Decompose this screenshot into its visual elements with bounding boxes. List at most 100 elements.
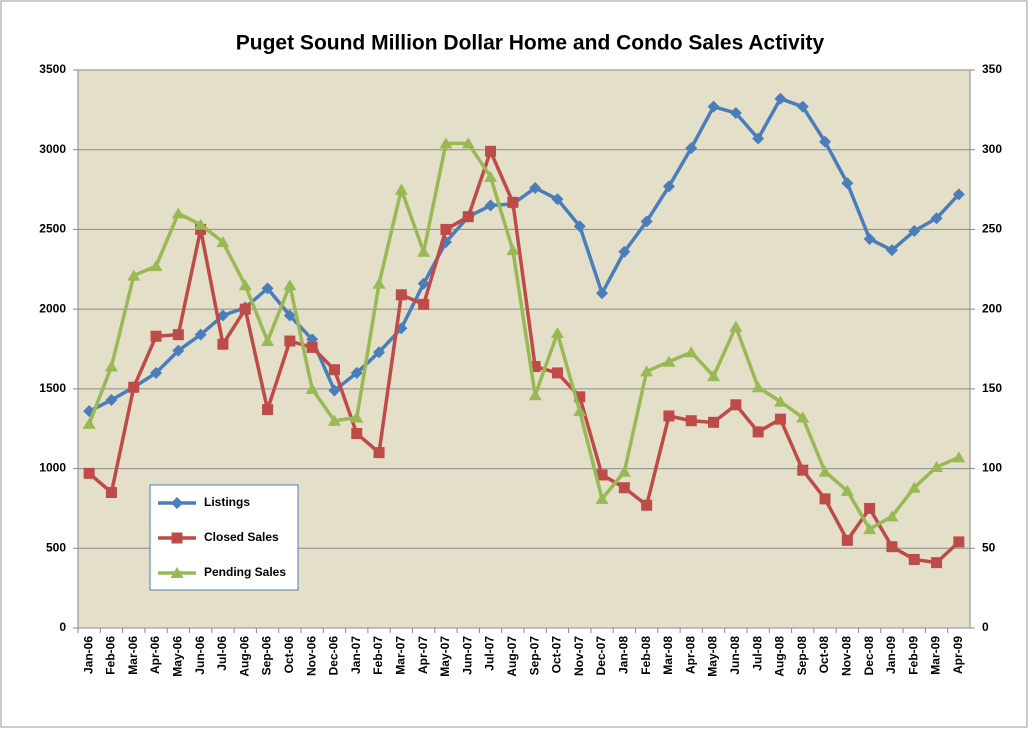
marker xyxy=(551,367,563,379)
marker xyxy=(930,212,943,225)
marker xyxy=(418,298,430,310)
y-tick-label: 1500 xyxy=(39,381,66,395)
marker xyxy=(350,411,364,423)
x-tick-label: Oct-07 xyxy=(550,636,564,674)
marker xyxy=(417,245,431,257)
marker xyxy=(930,460,944,472)
marker xyxy=(528,389,542,401)
marker xyxy=(931,557,943,569)
marker xyxy=(484,170,498,182)
marker xyxy=(283,309,296,322)
marker xyxy=(640,215,653,228)
x-tick-label: Feb-09 xyxy=(906,636,920,675)
marker xyxy=(261,335,275,347)
marker xyxy=(105,394,118,407)
x-tick-label: Mar-08 xyxy=(661,636,675,675)
legend-label: Pending Sales xyxy=(204,565,286,579)
marker xyxy=(707,100,720,113)
marker xyxy=(395,289,407,301)
marker xyxy=(305,382,319,394)
marker xyxy=(150,330,162,342)
marker xyxy=(707,370,721,382)
marker xyxy=(685,142,698,155)
marker xyxy=(149,260,163,272)
marker xyxy=(863,232,876,245)
marker xyxy=(171,207,185,219)
marker xyxy=(708,416,720,428)
marker xyxy=(440,223,452,235)
marker xyxy=(351,427,363,439)
x-tick-label: Aug-08 xyxy=(773,636,787,677)
legend-label: Closed Sales xyxy=(204,530,279,544)
x-tick-label: Jan-08 xyxy=(617,636,631,674)
marker xyxy=(350,366,363,379)
marker xyxy=(729,107,742,120)
x-tick-label: Sep-07 xyxy=(527,636,541,676)
marker xyxy=(684,346,698,358)
marker xyxy=(150,366,163,379)
x-tick-label: Dec-07 xyxy=(594,636,608,676)
x-tick-label: Mar-09 xyxy=(929,636,943,675)
y2-tick-label: 50 xyxy=(982,540,996,554)
marker xyxy=(573,405,587,417)
series-line xyxy=(87,141,960,531)
marker xyxy=(105,486,117,498)
marker xyxy=(506,244,520,256)
marker xyxy=(752,426,764,438)
marker xyxy=(797,464,809,476)
x-tick-label: Jun-06 xyxy=(193,636,207,675)
marker xyxy=(194,328,207,341)
y-tick-label: 2000 xyxy=(39,301,66,315)
marker xyxy=(730,399,742,411)
x-tick-label: Sep-08 xyxy=(795,636,809,676)
marker xyxy=(796,100,809,113)
legend-marker xyxy=(170,567,184,578)
series-line xyxy=(88,149,961,565)
marker xyxy=(239,303,251,315)
marker xyxy=(818,465,832,477)
marker xyxy=(194,218,208,230)
marker xyxy=(328,384,341,397)
x-tick-label: Jun-07 xyxy=(460,636,474,675)
x-tick-label: Mar-06 xyxy=(126,636,140,675)
marker xyxy=(550,327,564,339)
x-tick-label: Jun-08 xyxy=(728,636,742,675)
y2-tick-label: 300 xyxy=(982,142,1002,156)
x-tick-label: Apr-09 xyxy=(951,636,965,674)
marker xyxy=(128,381,140,393)
x-tick-label: Jan-06 xyxy=(81,636,95,674)
marker xyxy=(462,211,474,223)
marker xyxy=(417,277,430,290)
y2-tick-label: 150 xyxy=(982,381,1002,395)
marker xyxy=(170,567,184,578)
marker xyxy=(864,502,876,514)
marker xyxy=(238,279,252,291)
marker xyxy=(840,484,854,496)
x-tick-label: Dec-08 xyxy=(862,636,876,676)
legend-label: Listings xyxy=(204,495,250,509)
legend-marker xyxy=(171,532,183,544)
marker xyxy=(216,309,229,322)
marker xyxy=(685,415,697,427)
marker xyxy=(819,135,832,148)
marker xyxy=(262,404,274,416)
chart-title: Puget Sound Million Dollar Home and Cond… xyxy=(236,32,825,55)
marker xyxy=(306,341,318,353)
y2-tick-label: 250 xyxy=(982,222,1002,236)
y-tick-label: 500 xyxy=(46,540,66,554)
legend-marker xyxy=(171,497,183,509)
marker xyxy=(618,245,631,258)
x-tick-label: Oct-08 xyxy=(817,636,831,674)
marker xyxy=(217,338,229,350)
marker xyxy=(373,447,385,459)
x-tick-label: Jul-07 xyxy=(483,636,497,671)
marker xyxy=(172,329,184,341)
marker xyxy=(283,279,297,291)
x-tick-label: Sep-06 xyxy=(260,636,274,676)
marker xyxy=(751,381,765,393)
x-tick-label: Feb-08 xyxy=(639,636,653,675)
x-tick-label: Feb-07 xyxy=(371,636,385,675)
y2-tick-label: 350 xyxy=(982,62,1002,76)
x-tick-label: Jan-09 xyxy=(884,636,898,674)
marker xyxy=(952,451,966,463)
